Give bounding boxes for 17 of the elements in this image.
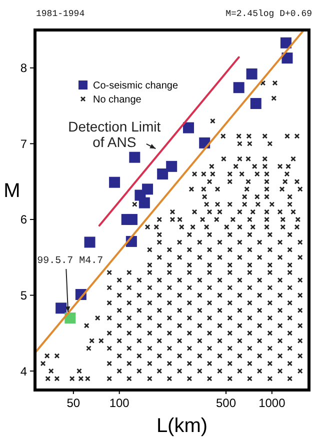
annotation: 99.5.7 M4.7 bbox=[37, 256, 104, 267]
x-tick-label: 1000 bbox=[258, 396, 286, 410]
y-tick-label: 8 bbox=[20, 61, 28, 76]
chart-title: 1981-1994 bbox=[36, 9, 85, 19]
x-tick-label: 50 bbox=[66, 396, 80, 410]
y-axis-title: M bbox=[4, 180, 20, 202]
chart-subtitle: M=2.45log D+0.69 bbox=[226, 9, 312, 19]
x-tick-label: 100 bbox=[109, 396, 130, 410]
x-axis-title: L(km) bbox=[156, 415, 208, 437]
y-tick-label: 7 bbox=[20, 136, 28, 151]
y-tick-label: 6 bbox=[20, 212, 28, 227]
legend-label: No change bbox=[93, 94, 142, 106]
x-tick-label: 500 bbox=[216, 396, 236, 410]
y-tick-label: 4 bbox=[20, 364, 28, 378]
legend-label: Co-seismic change bbox=[93, 80, 178, 92]
annotation: Detection Limit of ANS bbox=[68, 118, 161, 150]
y-tick-label: 5 bbox=[20, 288, 28, 302]
